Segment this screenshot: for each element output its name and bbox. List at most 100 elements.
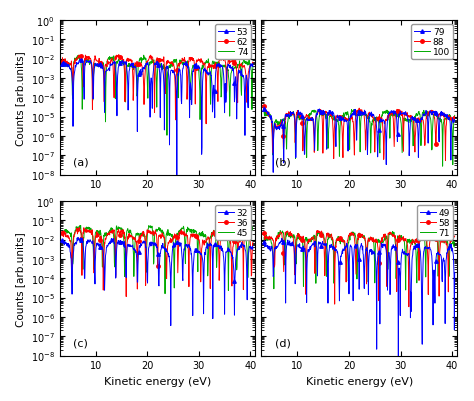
36 bbox=[123, 294, 129, 299]
Legend: 79, 88, 100: 79, 88, 100 bbox=[411, 25, 453, 59]
36 bbox=[250, 241, 256, 245]
58 bbox=[295, 234, 301, 239]
Line: 53: 53 bbox=[61, 58, 255, 196]
88 bbox=[389, 111, 394, 115]
62 bbox=[203, 122, 209, 127]
36 bbox=[146, 230, 152, 235]
X-axis label: Kinetic energy (eV): Kinetic energy (eV) bbox=[306, 376, 413, 386]
32 bbox=[250, 247, 256, 252]
45 bbox=[173, 245, 178, 249]
36 bbox=[93, 234, 99, 239]
45 bbox=[162, 292, 168, 296]
53 bbox=[78, 57, 84, 62]
100 bbox=[405, 118, 411, 123]
32 bbox=[168, 323, 173, 328]
79 bbox=[270, 170, 276, 175]
74 bbox=[93, 63, 99, 67]
49 bbox=[452, 271, 457, 275]
71 bbox=[403, 288, 409, 293]
53 bbox=[109, 63, 114, 68]
36 bbox=[187, 236, 193, 241]
58 bbox=[261, 231, 267, 236]
53 bbox=[146, 69, 152, 73]
71 bbox=[277, 229, 283, 233]
Line: 71: 71 bbox=[264, 231, 455, 290]
Text: (b): (b) bbox=[275, 158, 291, 168]
71 bbox=[389, 232, 394, 237]
62 bbox=[116, 53, 122, 58]
49 bbox=[310, 242, 316, 247]
Line: 62: 62 bbox=[61, 54, 255, 126]
32 bbox=[75, 235, 81, 240]
79 bbox=[348, 115, 354, 120]
74 bbox=[250, 66, 256, 71]
58 bbox=[310, 237, 316, 241]
58 bbox=[348, 233, 354, 238]
100 bbox=[310, 109, 316, 114]
49 bbox=[261, 240, 267, 245]
36 bbox=[109, 229, 114, 234]
74 bbox=[146, 65, 152, 69]
32 bbox=[59, 238, 65, 243]
Y-axis label: Counts [arb.units]: Counts [arb.units] bbox=[15, 231, 25, 326]
79 bbox=[389, 111, 395, 116]
79 bbox=[452, 119, 457, 124]
79 bbox=[261, 107, 267, 112]
62 bbox=[187, 57, 193, 62]
62 bbox=[146, 58, 152, 63]
53 bbox=[172, 73, 178, 78]
45 bbox=[59, 231, 65, 235]
71 bbox=[405, 237, 411, 242]
Line: 79: 79 bbox=[262, 106, 456, 174]
53 bbox=[93, 63, 99, 67]
74 bbox=[204, 59, 210, 64]
62 bbox=[204, 83, 210, 87]
32 bbox=[146, 245, 152, 250]
45 bbox=[250, 227, 256, 231]
88 bbox=[374, 117, 379, 122]
88 bbox=[310, 117, 316, 122]
49 bbox=[348, 243, 354, 248]
62 bbox=[109, 58, 114, 63]
74 bbox=[59, 62, 65, 67]
53 bbox=[59, 62, 65, 67]
Line: 45: 45 bbox=[62, 226, 253, 294]
Legend: 32, 36, 45: 32, 36, 45 bbox=[215, 206, 251, 240]
Line: 36: 36 bbox=[61, 226, 255, 298]
45 bbox=[109, 226, 114, 231]
53 bbox=[204, 71, 210, 76]
45 bbox=[93, 230, 99, 235]
45 bbox=[77, 223, 83, 228]
71 bbox=[295, 236, 301, 241]
62 bbox=[59, 61, 65, 65]
100 bbox=[295, 116, 301, 121]
62 bbox=[93, 59, 99, 63]
49 bbox=[405, 251, 411, 256]
71 bbox=[452, 240, 457, 245]
36 bbox=[76, 225, 82, 230]
88 bbox=[295, 114, 301, 119]
71 bbox=[348, 232, 354, 237]
Y-axis label: Counts [arb.units]: Counts [arb.units] bbox=[15, 51, 25, 145]
58 bbox=[405, 250, 411, 255]
100 bbox=[389, 113, 394, 118]
Line: 88: 88 bbox=[262, 105, 456, 163]
32 bbox=[93, 245, 99, 249]
88 bbox=[261, 105, 267, 109]
Line: 49: 49 bbox=[262, 237, 456, 377]
49 bbox=[295, 243, 301, 247]
32 bbox=[204, 245, 210, 250]
Text: (d): (d) bbox=[275, 338, 291, 348]
79 bbox=[295, 109, 301, 113]
49 bbox=[279, 237, 285, 241]
49 bbox=[395, 373, 401, 377]
58 bbox=[452, 234, 457, 239]
100 bbox=[347, 120, 353, 125]
100 bbox=[349, 108, 355, 113]
Text: (c): (c) bbox=[73, 338, 88, 348]
49 bbox=[389, 247, 394, 252]
62 bbox=[172, 77, 178, 82]
100 bbox=[261, 110, 267, 115]
Line: 100: 100 bbox=[264, 110, 455, 167]
74 bbox=[141, 54, 146, 59]
